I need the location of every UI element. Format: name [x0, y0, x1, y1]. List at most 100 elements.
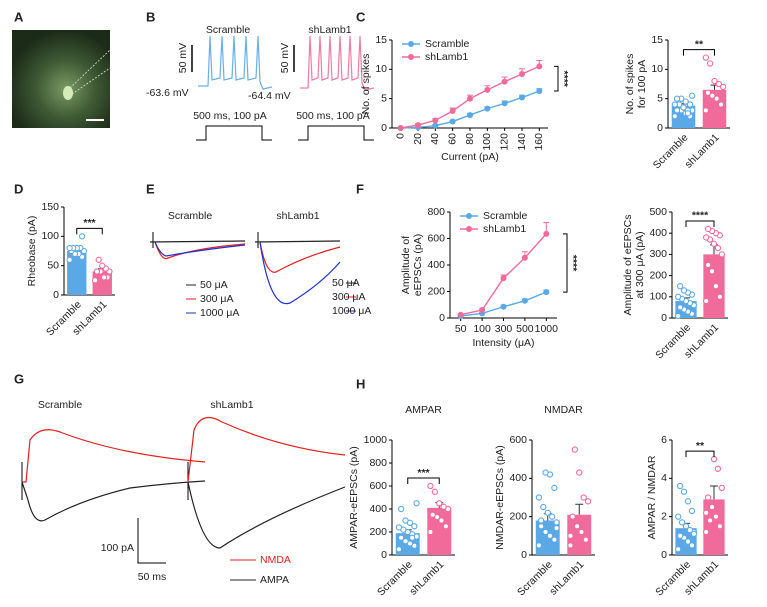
x-tick-label: 120 — [498, 133, 510, 151]
x-tick-label: 500 — [516, 323, 534, 335]
y-tick-label: 400 — [649, 227, 667, 239]
scale-label: 50 mV — [279, 43, 291, 73]
significance: **** — [567, 255, 579, 272]
legend-label: Scramble — [425, 38, 470, 50]
data-point — [429, 511, 436, 518]
data-point — [551, 484, 558, 492]
data-point — [678, 519, 686, 526]
chart-title: AMPAR — [405, 404, 442, 416]
data-point — [99, 262, 106, 269]
bar — [67, 251, 87, 295]
data-point — [582, 536, 590, 543]
group-label: shLamb1 — [308, 24, 351, 36]
panel-label: C — [356, 9, 366, 24]
data-point — [689, 92, 696, 99]
data-point — [703, 509, 710, 516]
current-trace — [154, 241, 246, 257]
y-tick-label: 400 — [427, 259, 445, 271]
y-axis-label: eEPSCs (pA) — [412, 234, 424, 296]
data-point — [710, 456, 718, 463]
data-point — [535, 542, 543, 549]
y-tick-label: 2 — [661, 510, 667, 522]
y-tick-label: 800 — [427, 206, 445, 218]
data-point — [714, 465, 722, 472]
data-point — [479, 307, 486, 314]
bar — [427, 507, 452, 555]
data-point — [467, 112, 473, 119]
data-point — [551, 536, 558, 543]
panel-label: H — [356, 376, 365, 391]
data-point — [66, 244, 73, 252]
y-tick-label: 0 — [381, 122, 387, 134]
data-point — [431, 488, 438, 495]
data-point — [717, 101, 725, 108]
legend-label: shLamb1 — [483, 223, 526, 235]
data-point — [673, 107, 681, 114]
error-bar — [575, 503, 584, 515]
data-point — [521, 254, 528, 261]
data-point — [395, 546, 403, 553]
significance-bracket — [76, 227, 103, 235]
panel-label: E — [146, 181, 155, 196]
data-point — [703, 528, 710, 536]
panel-label: G — [14, 371, 24, 386]
data-point — [427, 482, 434, 490]
x-tick-label: 140 — [516, 133, 528, 151]
data-point — [544, 509, 551, 516]
data-point — [676, 283, 684, 290]
y-tick-label: 0 — [439, 312, 445, 324]
current-trace — [154, 241, 246, 260]
scale-label: 50 mV — [177, 43, 189, 73]
x-tick-label: 0 — [394, 133, 406, 139]
chart-title: NMDAR — [544, 404, 583, 416]
data-point — [712, 283, 720, 290]
y-tick-label: 200 — [509, 510, 527, 522]
y-tick-label: 100 — [649, 291, 667, 303]
data-point — [675, 513, 682, 520]
data-point — [93, 268, 101, 275]
data-point — [95, 256, 102, 263]
current-trace — [254, 240, 341, 243]
y-tick-label: 100 — [41, 230, 59, 242]
significance-bracket — [407, 477, 440, 484]
legend-label: 1000 μA — [200, 307, 239, 319]
data-point — [713, 95, 720, 102]
y-tick-label: 200 — [369, 526, 387, 538]
data-point — [449, 118, 456, 125]
data-point — [680, 287, 688, 294]
data-point — [484, 86, 491, 93]
data-point — [521, 297, 528, 304]
stimulus-step — [298, 125, 374, 141]
data-point — [395, 524, 403, 531]
bar — [702, 89, 727, 128]
data-point — [415, 122, 421, 129]
scale-bar — [137, 518, 166, 564]
data-point — [409, 534, 416, 541]
data-point — [397, 534, 405, 541]
data-point — [542, 528, 549, 536]
stimulus-label: 500 ms, 100 pA — [193, 110, 267, 122]
data-point — [537, 523, 545, 530]
x-tick-label: 160 — [533, 133, 545, 151]
data-point — [66, 256, 73, 263]
y-tick-label: 0 — [53, 289, 59, 301]
y-tick-label: 10 — [375, 63, 387, 75]
legend-label: 50 μA — [332, 277, 360, 289]
y-tick-label: 0 — [381, 549, 387, 561]
data-point — [706, 517, 714, 524]
data-point — [432, 122, 439, 129]
data-point — [686, 101, 694, 108]
legend-marker — [408, 54, 414, 60]
data-point — [676, 482, 684, 490]
y-tick-label: 200 — [427, 285, 445, 297]
data-point — [709, 92, 716, 99]
data-point — [569, 513, 576, 520]
x-tick-label: 50 — [455, 323, 467, 335]
data-point — [720, 83, 727, 91]
data-point — [397, 505, 405, 513]
x-axis-label: Current (pA) — [441, 151, 499, 163]
data-point — [543, 289, 550, 296]
y-tick-label: 10 — [651, 63, 663, 75]
y-tick-label: 500 — [649, 206, 667, 218]
significance: **** — [558, 71, 570, 88]
